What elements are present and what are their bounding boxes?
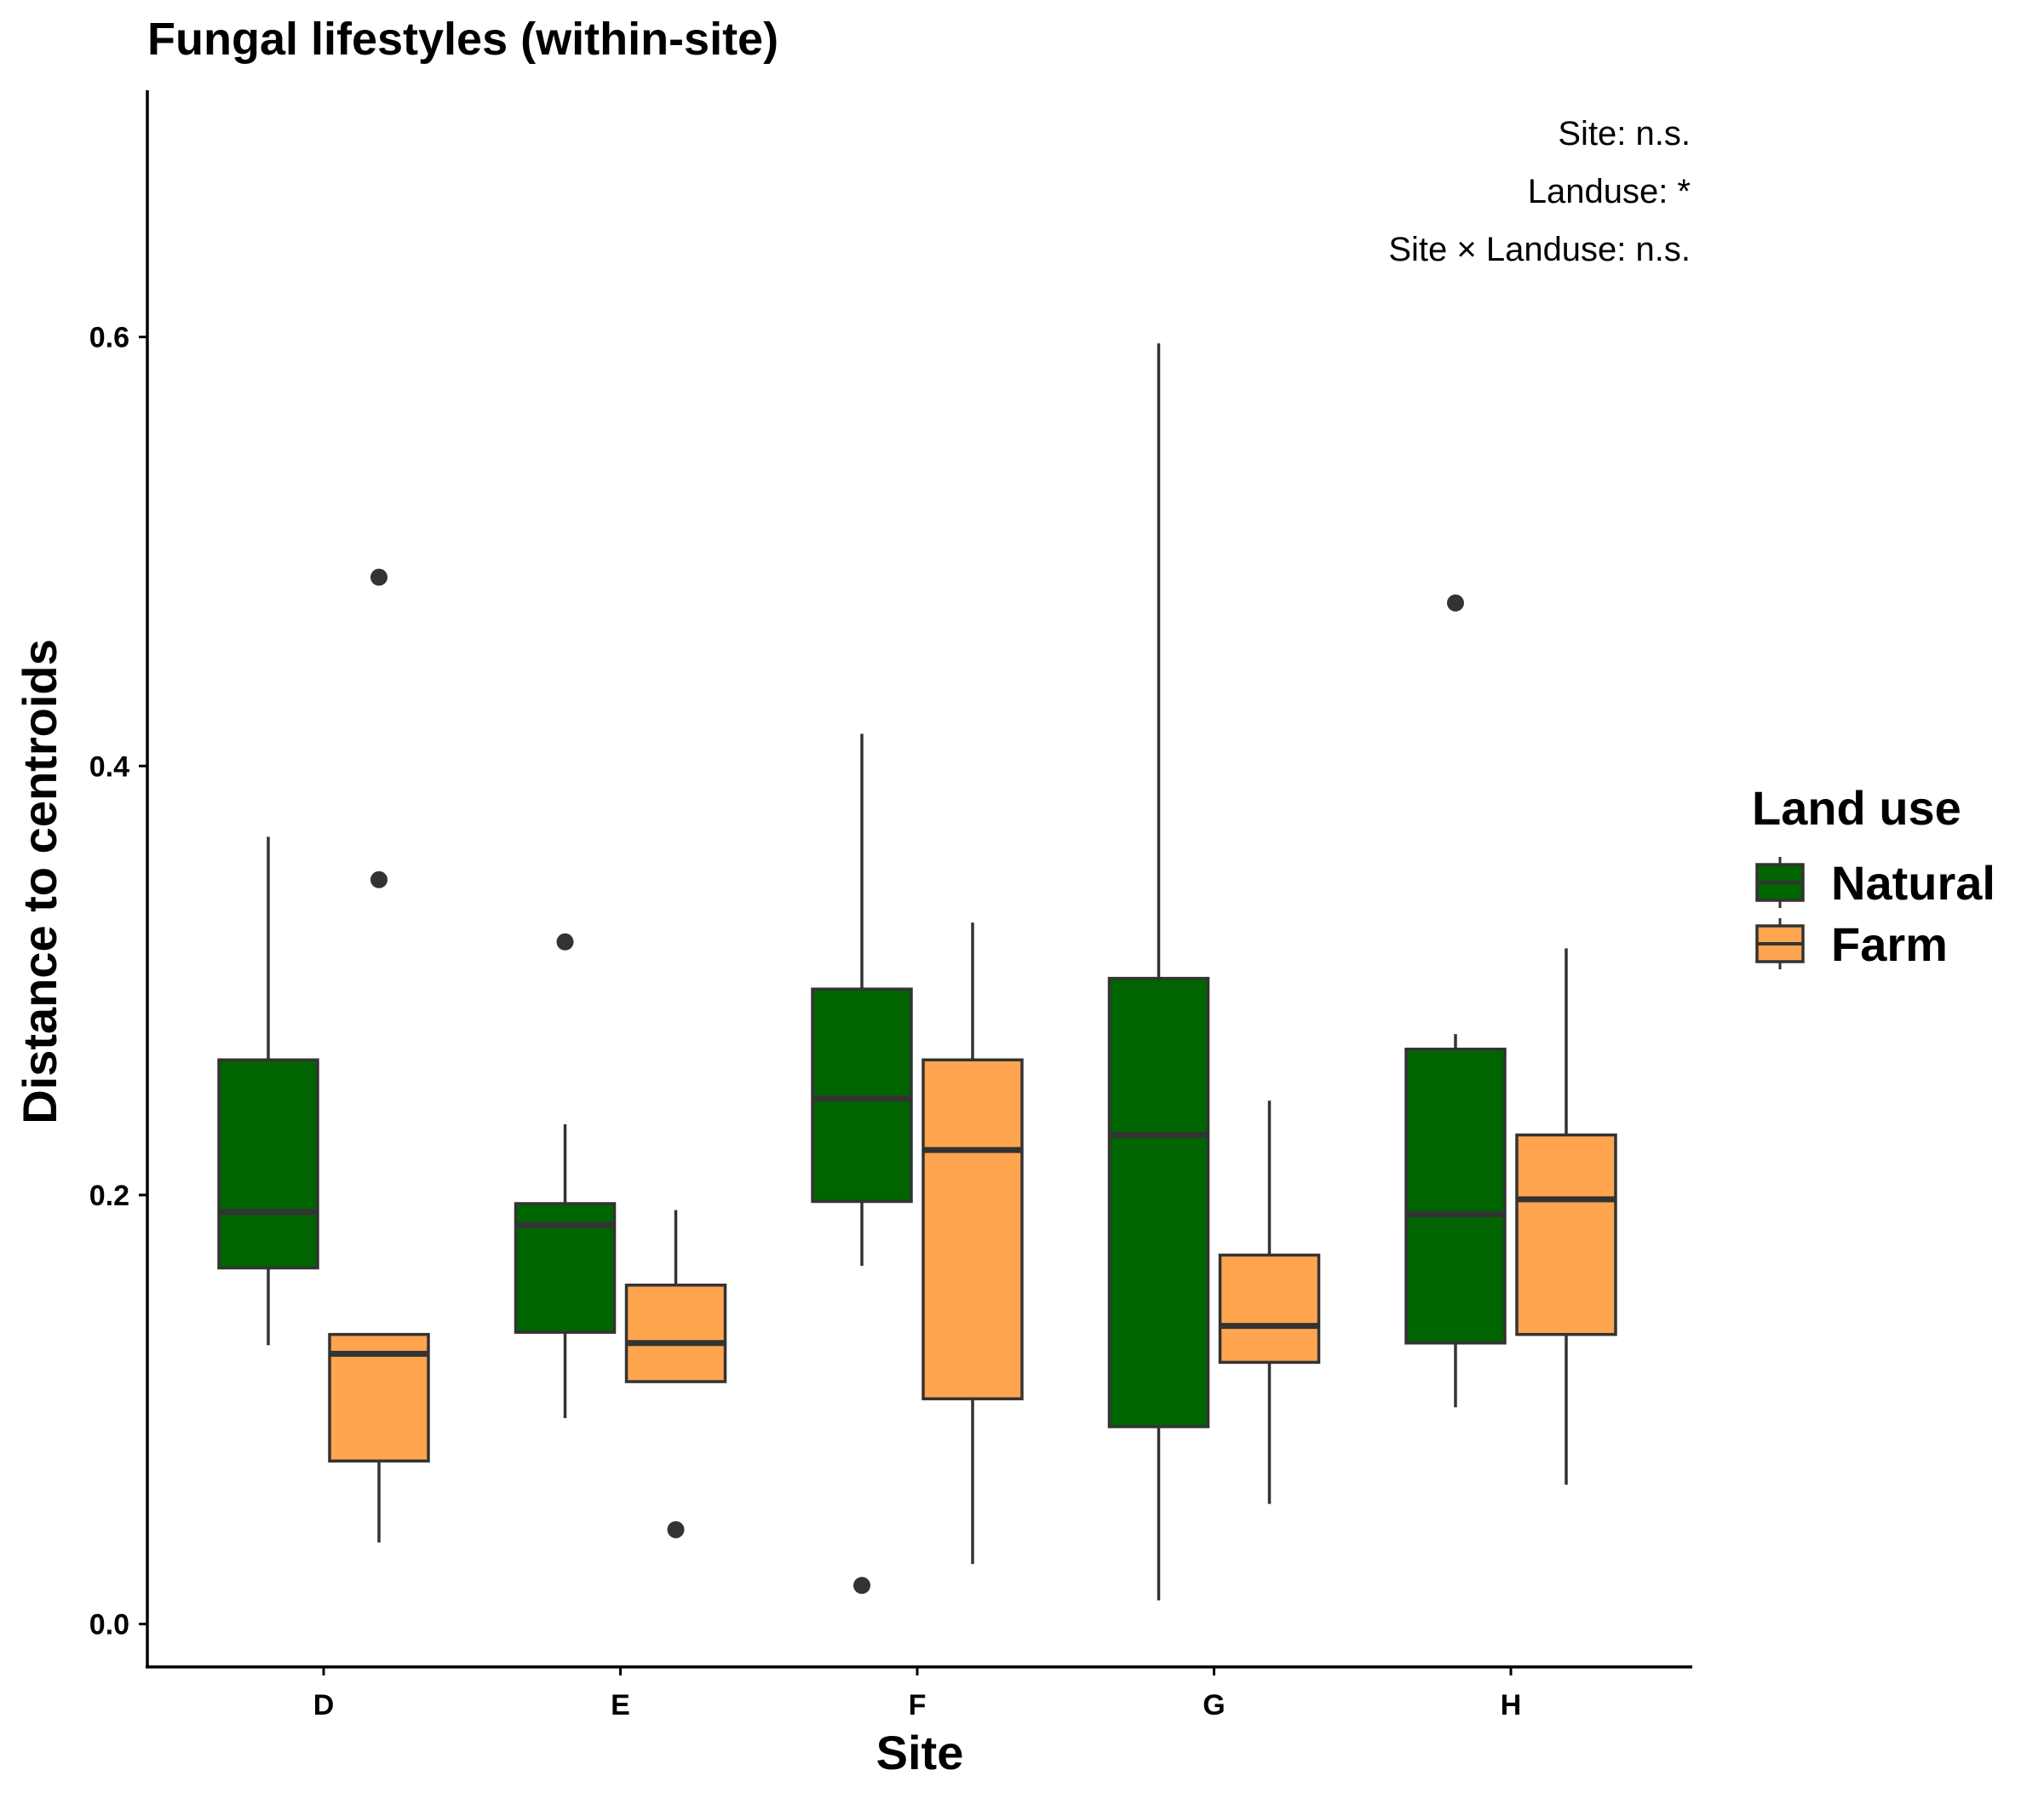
box-iqr [1218,1253,1321,1365]
chart-title: Fungal lifestyles (within-site) [147,14,778,65]
legend-item-natural: Natural [1755,856,1995,910]
legend-label: Farm [1831,917,1948,971]
box-iqr [811,987,913,1204]
outlier-point [370,871,388,888]
box-iqr [922,1058,1024,1400]
box-natural-F [811,733,913,1595]
annotations: Site: n.s. Landuse: * Site × Landuse: n.… [1388,115,1691,268]
x-tick-label: H [1501,1689,1522,1721]
x-axis-title: Site [876,1726,964,1779]
box-farm-H [1515,948,1617,1485]
x-tick-label: D [313,1689,335,1721]
x-axis-ticks: D E F G H [313,1667,1522,1721]
box-natural-E [514,933,617,1418]
box-iqr [1404,1047,1507,1345]
annotation-site: Site: n.s. [1558,115,1691,152]
outlier-point [556,933,574,951]
legend: Land use Natural Farm [1752,781,1995,971]
box-farm-D [328,568,430,1543]
box-farm-F [922,922,1024,1565]
y-tick-label: 0.4 [89,750,129,783]
box-iqr [217,1058,319,1270]
y-tick-label: 0.6 [89,322,129,354]
box-iqr [624,1283,727,1383]
x-tick-label: G [1203,1689,1225,1721]
y-axis-ticks: 0.0 0.2 0.4 0.6 [89,322,147,1641]
outlier-point [1447,594,1464,612]
box-farm-G [1218,1101,1321,1504]
outlier-point [667,1520,685,1538]
box-iqr [1107,976,1210,1428]
box-natural-D [217,836,319,1346]
outlier-point [370,568,388,586]
box-natural-H [1404,594,1507,1408]
annotation-landuse: Landuse: * [1528,173,1691,210]
y-axis-title: Distance to centroids [13,639,66,1123]
x-tick-label: F [909,1689,927,1721]
x-tick-label: E [611,1689,630,1721]
plot-area [217,343,1617,1600]
box-natural-G [1107,343,1210,1600]
y-tick-label: 0.2 [89,1180,129,1212]
y-tick-label: 0.0 [89,1609,129,1641]
legend-label: Natural [1831,856,1995,910]
legend-item-farm: Farm [1755,917,1948,971]
outlier-point [853,1577,870,1595]
box-farm-E [624,1210,727,1538]
annotation-interaction: Site × Landuse: n.s. [1388,231,1691,268]
legend-title: Land use [1752,781,1961,835]
box-iqr [1515,1133,1617,1336]
